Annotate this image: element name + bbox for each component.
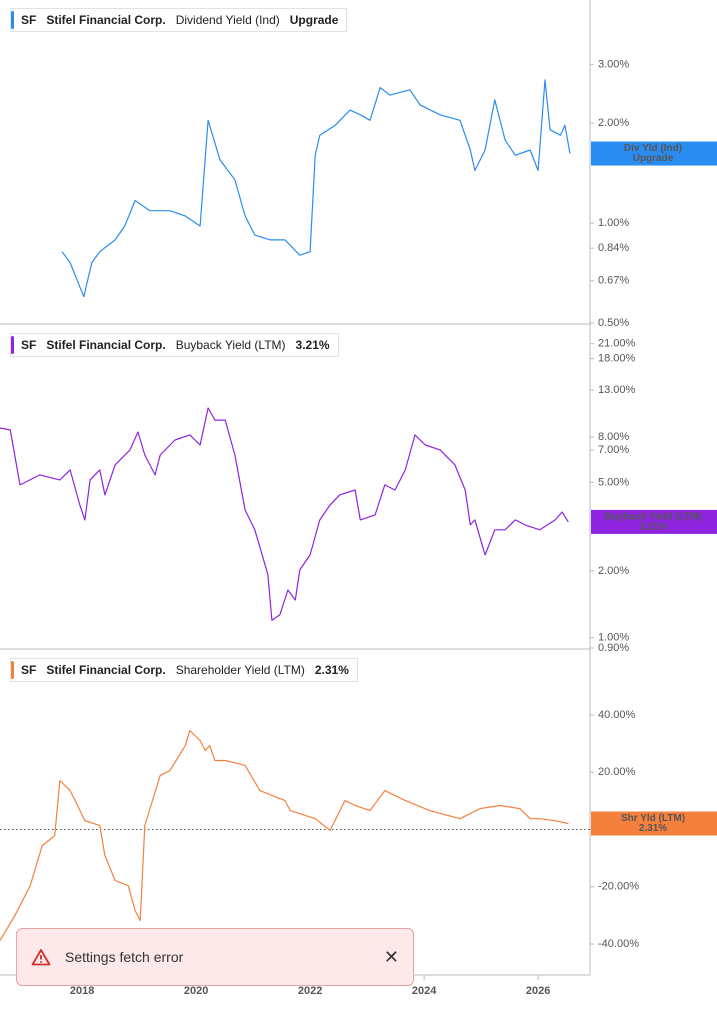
toast-message: Settings fetch error — [65, 949, 184, 965]
y-tick-label: 1.00% — [598, 632, 629, 644]
legend-color — [11, 11, 14, 29]
last-value-marker — [591, 509, 717, 534]
legend: SF Stifel Financial Corp. Shareholder Yiel… — [10, 658, 358, 682]
series-line — [0, 729, 569, 941]
marker-label: Shr Yld (LTM) — [621, 813, 685, 824]
x-tick-label: 2022 — [298, 985, 322, 997]
y-tick-label: 18.00% — [598, 353, 636, 365]
y-tick-label: 7.00% — [598, 444, 629, 456]
y-tick-label: 0.90% — [598, 642, 629, 654]
marker-value: 3.21% — [639, 522, 667, 533]
series-line — [0, 407, 569, 621]
legend-ticker: SF — [21, 663, 37, 677]
y-tick-label: 40.00% — [598, 709, 636, 721]
legend-company: Stifel Financial Corp. — [46, 663, 166, 677]
x-tick-label: 2020 — [184, 985, 208, 997]
legend-value: 3.21% — [295, 338, 330, 352]
warning-icon — [31, 949, 51, 966]
legend: SF Stifel Financial Corp. Dividend Yield (… — [10, 8, 348, 32]
y-tick-label: 20.00% — [598, 766, 636, 778]
close-button[interactable]: ✕ — [383, 946, 399, 967]
legend: SF Stifel Financial Corp. Buyback Yield (L… — [10, 333, 339, 357]
marker-label: Buyback Yield (LTM) — [604, 512, 701, 523]
marker-value: 2.31% — [639, 823, 667, 834]
legend-company: Stifel Financial Corp. — [46, 338, 166, 352]
x-tick-label: 2026 — [526, 985, 550, 997]
y-tick-label: 0.50% — [598, 317, 629, 329]
x-tick-label: 2024 — [412, 985, 437, 997]
last-value-marker — [591, 141, 717, 166]
y-tick-label: 0.84% — [598, 242, 629, 254]
series-line — [61, 79, 571, 298]
y-tick-label: 0.67% — [598, 275, 629, 287]
y-tick-label: 2.00% — [598, 117, 629, 129]
y-tick-label: 21.00% — [598, 338, 636, 350]
marker-value: Upgrade — [633, 153, 674, 164]
last-value-marker — [591, 811, 717, 836]
legend-value: Upgrade — [289, 13, 339, 27]
legend-ticker: SF — [21, 338, 37, 352]
legend-metric: Buyback Yield (LTM) — [175, 338, 286, 352]
x-tick-label: 2018 — [70, 985, 94, 997]
y-tick-label: 13.00% — [598, 384, 636, 396]
y-tick-label: 3.00% — [598, 59, 629, 71]
y-tick-label: 1.00% — [598, 217, 629, 229]
legend-value: 2.31% — [314, 663, 349, 677]
legend-metric: Shareholder Yield (LTM) — [175, 663, 305, 677]
y-tick-label: -20.00% — [598, 881, 639, 893]
legend-ticker: SF — [21, 13, 37, 27]
y-tick-label: 5.00% — [598, 476, 629, 488]
y-tick-label: 8.00% — [598, 431, 629, 443]
marker-label: Div Yld (Ind) — [624, 143, 682, 154]
y-tick-label: -40.00% — [598, 938, 639, 950]
legend-metric: Dividend Yield (Ind) — [175, 13, 280, 27]
legend-company: Stifel Financial Corp. — [46, 13, 166, 27]
y-tick-label: 2.00% — [598, 565, 629, 577]
toast: Settings fetch error ✕ — [16, 928, 414, 986]
legend-color — [11, 661, 14, 679]
legend-color — [11, 336, 14, 354]
